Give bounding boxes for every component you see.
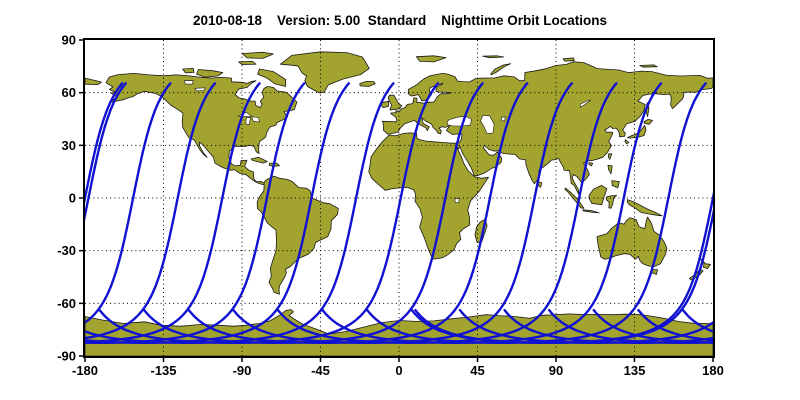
orbit-track [143, 82, 484, 344]
y-tick-label: -30 [57, 243, 76, 258]
y-tick-label: -60 [57, 296, 76, 311]
orbit-track [85, 82, 127, 221]
land-severnaya-zemlya [562, 57, 575, 62]
land-sulawesi [606, 195, 618, 209]
orbit-track [85, 82, 350, 344]
lake-lake-huron [251, 116, 260, 123]
y-tick-label: 60 [62, 85, 76, 100]
x-tick-label: 135 [624, 363, 646, 378]
land-franz-josef [482, 55, 505, 59]
lake-lake-victoria [454, 198, 460, 204]
y-tick-label: 0 [69, 191, 76, 206]
orbit-track [276, 82, 618, 344]
x-tick-label: -180 [72, 363, 98, 378]
orbit-track [85, 82, 395, 344]
orbit-track [85, 82, 306, 344]
orbit-tracks-layer [85, 82, 713, 344]
orbit-track [85, 82, 124, 204]
land-honshu [627, 124, 647, 139]
land-iceland [359, 81, 376, 87]
x-tick-label: 180 [702, 363, 724, 378]
land-devon [238, 61, 257, 65]
lake-aral-sea [500, 116, 506, 122]
land-ellesmere [241, 51, 274, 59]
land-baffin [257, 68, 286, 87]
land-chukotka-west [85, 77, 102, 85]
orbit-track [232, 82, 573, 344]
orbit-track [321, 82, 663, 344]
land-taiwan [607, 153, 613, 160]
plot-title: 2010-08-18 Version: 5.00 Standard Nightt… [192, 13, 608, 28]
x-tick-label: 90 [549, 363, 563, 378]
orbit-track [85, 82, 217, 340]
land-eurafrica [368, 61, 713, 260]
land-victoria-island [196, 69, 224, 78]
land-new-siberian [639, 64, 658, 68]
orbit-track [458, 308, 713, 344]
orbit-track [366, 82, 707, 344]
land-hainan [588, 162, 593, 167]
land-greenland [280, 51, 370, 94]
x-tick-label: 45 [470, 363, 484, 378]
land-new-guinea [626, 199, 663, 217]
x-tick-label: -45 [311, 363, 330, 378]
land-australia [596, 216, 668, 267]
land-luzon [607, 164, 613, 175]
lake-great-slave-lake [194, 87, 206, 92]
x-tick-label: -135 [150, 363, 176, 378]
orbit-track [187, 82, 529, 344]
y-tick-label: -90 [57, 349, 76, 364]
x-tick-label: -90 [233, 363, 252, 378]
land-novaya-zemlya [490, 63, 511, 76]
land-americas [105, 73, 339, 295]
lake-caspian-sea [480, 115, 495, 134]
lake-lake-michigan [245, 117, 251, 125]
land-britain [387, 94, 403, 111]
land-hokkaido [643, 119, 653, 125]
land-mindanao [611, 180, 620, 189]
lake-great-bear-lake [184, 80, 194, 85]
y-tick-label: 30 [62, 138, 76, 153]
land-java [582, 209, 600, 214]
orbit-track [85, 82, 172, 325]
x-tick-label: 0 [395, 363, 402, 378]
orbit-track [85, 82, 261, 344]
orbit-track [98, 82, 440, 344]
lake-lake-baikal [579, 99, 592, 108]
land-borneo [588, 185, 608, 206]
land-svalbard [416, 55, 447, 63]
land-banks [182, 68, 195, 74]
orbit-track [503, 308, 713, 344]
land-kyushu [624, 139, 630, 145]
land-cuba [250, 157, 268, 164]
orbit-track [410, 191, 713, 344]
y-tick-label: 90 [62, 33, 76, 48]
